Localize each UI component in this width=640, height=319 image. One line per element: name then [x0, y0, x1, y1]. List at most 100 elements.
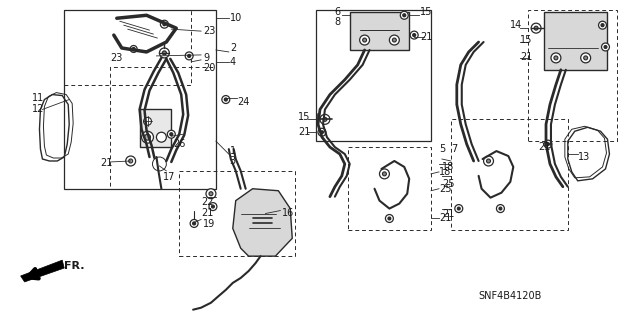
Text: 11: 11	[31, 93, 44, 102]
Text: 6: 6	[335, 7, 341, 17]
Text: 15: 15	[520, 35, 532, 45]
Text: 21: 21	[520, 52, 532, 62]
Circle shape	[193, 222, 196, 225]
Circle shape	[497, 204, 504, 212]
Circle shape	[484, 156, 493, 166]
Circle shape	[156, 132, 166, 142]
Text: 21: 21	[201, 208, 213, 218]
Circle shape	[209, 192, 213, 196]
Text: FR.: FR.	[64, 261, 84, 271]
Text: 21: 21	[442, 209, 454, 219]
Circle shape	[385, 214, 394, 222]
Circle shape	[584, 56, 588, 60]
Circle shape	[209, 203, 217, 211]
Circle shape	[156, 160, 163, 168]
Circle shape	[129, 159, 132, 163]
Text: 13: 13	[578, 152, 590, 162]
Circle shape	[531, 23, 541, 33]
Text: 9: 9	[203, 53, 209, 63]
Text: 21: 21	[439, 213, 451, 224]
Circle shape	[167, 130, 175, 138]
Text: 14: 14	[510, 20, 523, 30]
Circle shape	[225, 98, 227, 101]
Circle shape	[318, 128, 326, 136]
Circle shape	[163, 23, 166, 26]
Text: 25: 25	[439, 184, 451, 194]
Text: 24: 24	[237, 97, 250, 107]
Text: 8: 8	[335, 17, 341, 27]
Circle shape	[158, 162, 161, 166]
Circle shape	[159, 48, 170, 58]
Circle shape	[554, 56, 558, 60]
Circle shape	[455, 204, 463, 212]
Circle shape	[458, 207, 460, 210]
Circle shape	[602, 43, 609, 51]
Circle shape	[551, 53, 561, 63]
Circle shape	[380, 169, 389, 179]
Text: 15: 15	[298, 112, 310, 122]
Text: SNF4B4120B: SNF4B4120B	[479, 291, 542, 301]
Text: 25: 25	[442, 179, 454, 189]
Circle shape	[190, 219, 198, 227]
Circle shape	[130, 46, 137, 52]
Circle shape	[152, 157, 166, 171]
Circle shape	[145, 134, 150, 140]
Text: 7: 7	[451, 144, 457, 154]
Circle shape	[363, 38, 367, 42]
Circle shape	[544, 140, 552, 148]
Circle shape	[389, 35, 399, 45]
Circle shape	[125, 156, 136, 166]
Text: 20: 20	[203, 63, 216, 73]
Polygon shape	[544, 12, 607, 70]
Polygon shape	[349, 12, 409, 50]
Circle shape	[410, 31, 418, 39]
Circle shape	[161, 20, 168, 28]
Circle shape	[388, 217, 391, 220]
Circle shape	[534, 26, 538, 30]
Circle shape	[601, 24, 604, 27]
Circle shape	[321, 131, 323, 134]
Circle shape	[222, 96, 230, 103]
Polygon shape	[20, 260, 64, 282]
Text: 18: 18	[439, 167, 451, 177]
Text: 21: 21	[420, 32, 433, 42]
Circle shape	[499, 207, 502, 210]
Circle shape	[206, 189, 216, 199]
Text: 5: 5	[439, 144, 445, 154]
Circle shape	[163, 51, 166, 55]
Text: 17: 17	[163, 172, 176, 182]
Text: 10: 10	[230, 13, 242, 23]
Text: 16: 16	[282, 208, 294, 218]
Circle shape	[132, 48, 135, 50]
Circle shape	[580, 53, 591, 63]
Circle shape	[141, 131, 154, 143]
Circle shape	[400, 11, 408, 19]
Text: 26: 26	[173, 139, 186, 149]
Text: 21: 21	[100, 158, 112, 168]
Circle shape	[211, 205, 214, 208]
Text: 12: 12	[31, 104, 44, 115]
Text: 4: 4	[230, 57, 236, 67]
Text: 21: 21	[298, 127, 310, 137]
Polygon shape	[140, 109, 172, 147]
Circle shape	[598, 21, 607, 29]
Polygon shape	[233, 189, 292, 256]
Text: 2: 2	[230, 43, 236, 53]
Text: 21: 21	[538, 142, 550, 152]
Circle shape	[143, 117, 152, 125]
Circle shape	[185, 52, 193, 60]
Text: 3: 3	[230, 156, 236, 166]
Circle shape	[188, 55, 191, 57]
Circle shape	[323, 117, 327, 121]
Circle shape	[170, 133, 173, 136]
Circle shape	[383, 172, 387, 176]
Circle shape	[547, 143, 550, 145]
Text: 15: 15	[420, 7, 433, 17]
Circle shape	[320, 115, 330, 124]
Circle shape	[413, 33, 415, 37]
Text: 23: 23	[203, 26, 216, 36]
Text: 1: 1	[230, 146, 236, 156]
Text: 23: 23	[110, 53, 122, 63]
Text: 18: 18	[442, 162, 454, 172]
Circle shape	[360, 35, 369, 45]
